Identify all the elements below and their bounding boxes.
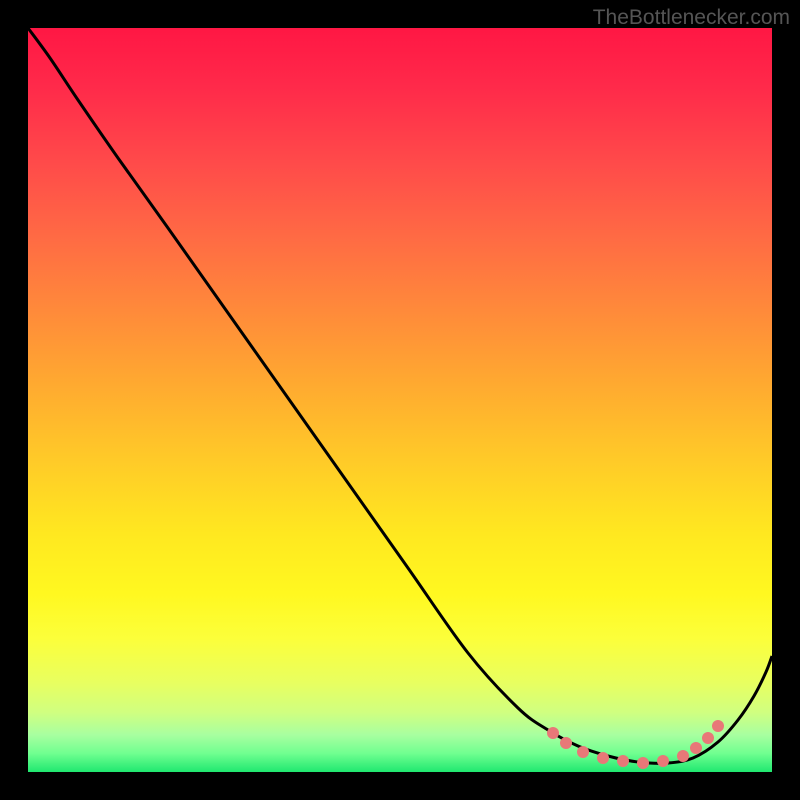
curve-layer [28,28,772,772]
bottleneck-curve [28,28,772,763]
bottleneck-chart [28,28,772,772]
watermark-text: TheBottlenecker.com [593,6,790,30]
